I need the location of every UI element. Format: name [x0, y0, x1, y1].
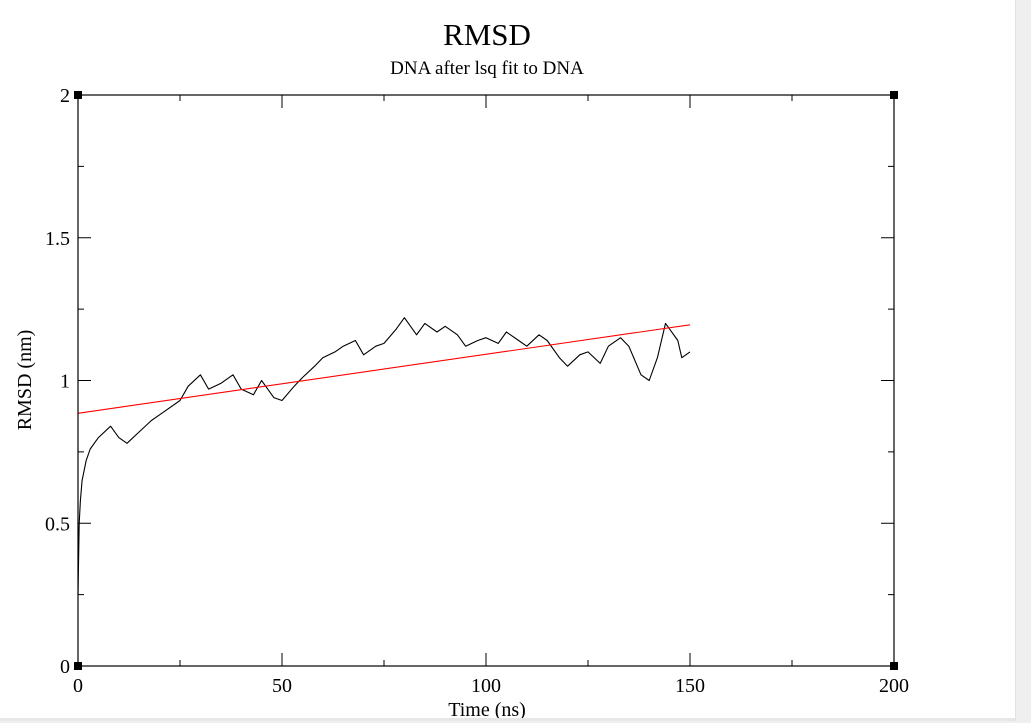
corner-handle-tr[interactable]	[890, 91, 898, 99]
y-tick-label: 0.5	[45, 513, 70, 535]
vertical-scrollbar[interactable]	[1015, 0, 1031, 721]
fit-line	[77, 324, 691, 414]
x-tick-label: 150	[675, 675, 705, 697]
y-axis-label: RMSD (nm)	[14, 330, 36, 431]
x-tick-label: 0	[73, 675, 83, 697]
y-tick-label: 0	[60, 656, 70, 678]
rmsd-series-line	[77, 317, 691, 595]
y-tick-label: 1	[60, 371, 70, 393]
y-tick-label: 1.5	[45, 228, 70, 250]
y-tick-label: 2	[60, 85, 70, 107]
ticks-layer: 0 50 100 150 200 0 0.5 1 1.5 2	[45, 85, 909, 697]
plot-frame	[77, 94, 895, 667]
x-tick-label: 50	[272, 675, 292, 697]
x-tick-label: 100	[471, 675, 501, 697]
chart-subtitle: DNA after lsq fit to DNA	[390, 58, 584, 79]
x-tick-label: 200	[879, 675, 909, 697]
corner-handle-br[interactable]	[890, 662, 898, 670]
bottom-strip	[0, 718, 1015, 721]
series-layer	[77, 317, 691, 595]
corner-handle-tl[interactable]	[74, 91, 82, 99]
rmsd-chart: RMSD DNA after lsq fit to DNA 0 50 100 150 2…	[14, 17, 909, 721]
corner-handle-bl[interactable]	[74, 662, 82, 670]
x-axis-label: Time (ns)	[448, 699, 526, 718]
chart-title: RMSD	[443, 17, 531, 52]
